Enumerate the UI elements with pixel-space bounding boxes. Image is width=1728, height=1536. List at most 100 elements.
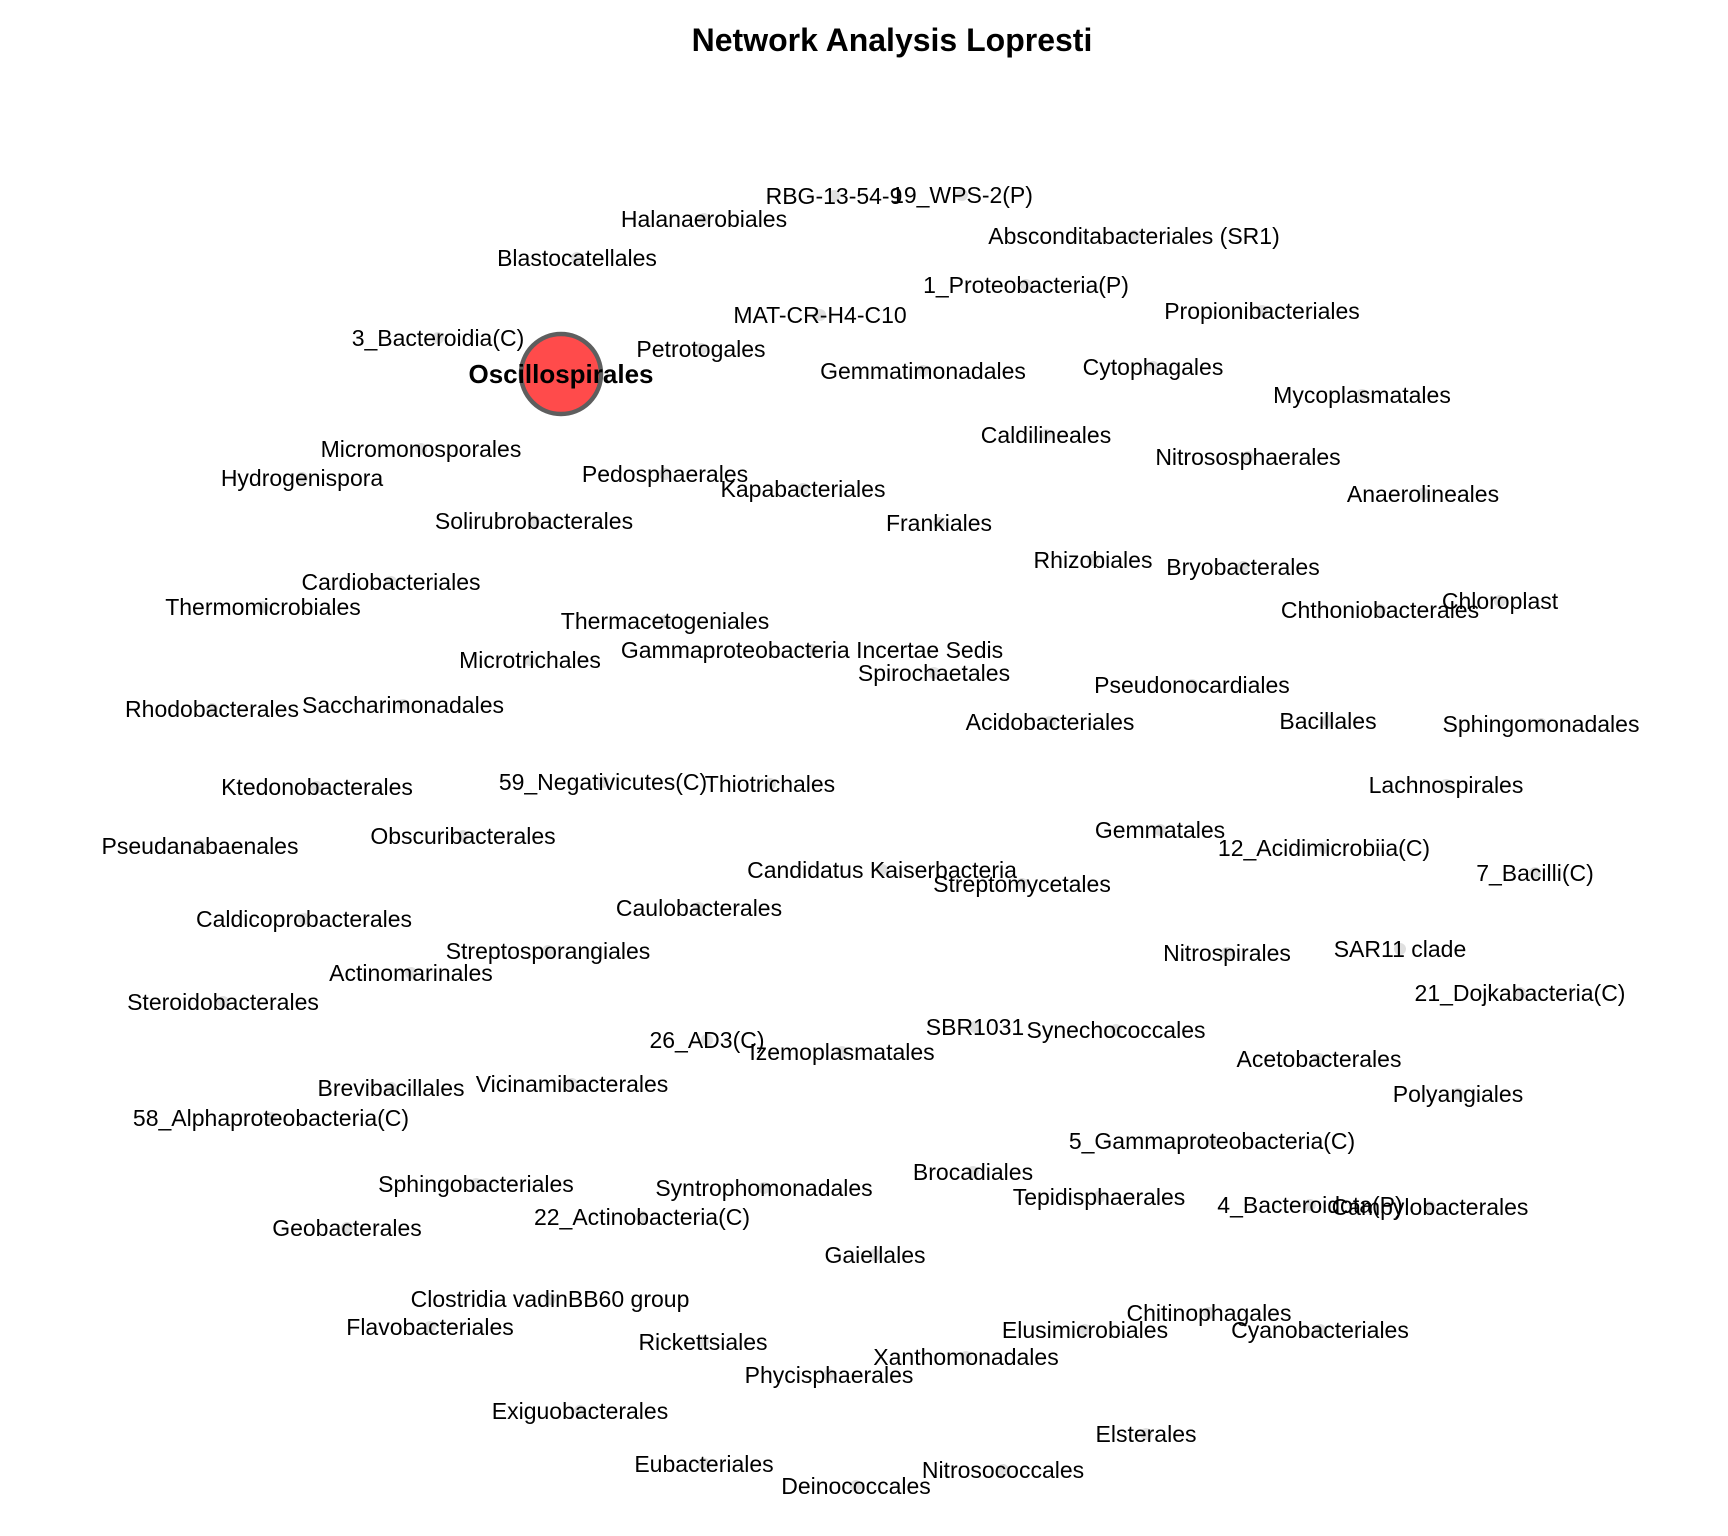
node-dot[interactable] xyxy=(1394,943,1406,955)
network-node[interactable]: Vicinamibacterales xyxy=(476,1071,669,1097)
node-dot[interactable] xyxy=(698,1458,710,1470)
node-dot[interactable] xyxy=(566,1078,578,1090)
network-node[interactable]: Elsterales xyxy=(1096,1421,1197,1447)
node-dot[interactable] xyxy=(432,332,444,344)
network-node[interactable]: Gammaproteobacteria Incertae Sedis xyxy=(621,637,1003,663)
node-dot[interactable] xyxy=(296,472,308,484)
node-dot[interactable] xyxy=(697,1336,709,1348)
node-dot[interactable] xyxy=(797,483,809,495)
network-node[interactable]: Lachnospirales xyxy=(1369,772,1524,798)
network-node[interactable]: Frankiales xyxy=(886,510,992,536)
node-dot[interactable] xyxy=(385,576,397,588)
network-node[interactable]: Anaerolineales xyxy=(1347,481,1499,507)
network-node[interactable]: Bryobacterales xyxy=(1166,554,1319,580)
network-node[interactable]: 26_AD3(C) xyxy=(649,1027,764,1053)
node-dot[interactable] xyxy=(397,699,409,711)
network-node[interactable]: Cyanobacteriales xyxy=(1231,1317,1409,1343)
node-dot[interactable] xyxy=(1079,1324,1091,1336)
network-node[interactable]: 4_Bacteroidota(P) xyxy=(1217,1192,1402,1218)
node-dot[interactable] xyxy=(928,667,940,679)
node-dot[interactable] xyxy=(917,365,929,377)
node-dot[interactable] xyxy=(298,913,310,925)
network-node[interactable]: Clostridia vadinBB60 group xyxy=(411,1286,690,1312)
node-dot[interactable] xyxy=(1314,1324,1326,1336)
network-node[interactable]: Ktedonobacterales xyxy=(221,774,413,800)
node-dot[interactable] xyxy=(1374,604,1386,616)
node-dot[interactable] xyxy=(1313,1053,1325,1065)
network-node[interactable]: RBG-13-54-9 xyxy=(766,183,903,209)
node-dot[interactable] xyxy=(1440,779,1452,791)
node-dot[interactable] xyxy=(415,443,427,455)
node-dot[interactable] xyxy=(597,776,609,788)
network-node[interactable]: 1_Proteobacteria(P) xyxy=(923,272,1129,298)
node-dot[interactable] xyxy=(828,190,840,202)
network-node[interactable]: Caldicoprobacterales xyxy=(196,906,412,932)
network-node[interactable]: Sphingomonadales xyxy=(1443,711,1640,737)
network-node[interactable]: Elusimicrobiales xyxy=(1002,1317,1168,1343)
network-node[interactable]: 21_Dojkabacteria(C) xyxy=(1415,980,1626,1006)
network-node[interactable]: 59_Negativicutes(C) xyxy=(499,769,707,795)
node-dot[interactable] xyxy=(814,309,826,321)
node-dot[interactable] xyxy=(806,644,818,656)
network-node[interactable]: Geobacterales xyxy=(272,1215,422,1241)
node-dot[interactable] xyxy=(1424,1201,1436,1213)
network-node[interactable]: Thiotrichales xyxy=(705,771,835,797)
node-dot[interactable] xyxy=(265,1112,277,1124)
node-dot[interactable] xyxy=(1087,554,1099,566)
network-node[interactable]: Nitrospirales xyxy=(1163,940,1291,966)
node-dot[interactable] xyxy=(850,1480,862,1492)
node-dot[interactable] xyxy=(1147,361,1159,373)
network-node[interactable]: Campylobacterales xyxy=(1332,1194,1529,1220)
node-dot[interactable] xyxy=(1529,867,1541,879)
node-dot[interactable] xyxy=(470,1178,482,1190)
node-dot[interactable] xyxy=(574,1405,586,1417)
network-node[interactable]: Streptosporangiales xyxy=(446,938,651,964)
network-node[interactable]: Saccharimonadales xyxy=(302,692,504,718)
node-dot[interactable] xyxy=(571,252,583,264)
node-dot[interactable] xyxy=(1322,715,1334,727)
node-dot[interactable] xyxy=(1154,824,1166,836)
network-node[interactable]: Rhizobiales xyxy=(1034,547,1153,573)
node-dot[interactable] xyxy=(659,615,671,627)
node-dot[interactable] xyxy=(1206,1135,1218,1147)
node-dot[interactable] xyxy=(969,1021,981,1033)
network-node[interactable]: SAR11 clade xyxy=(1334,936,1467,962)
network-node[interactable]: Kapabacteriales xyxy=(721,476,886,502)
network-node[interactable]: Rickettsiales xyxy=(638,1329,767,1355)
node-dot[interactable] xyxy=(1237,561,1249,573)
node-dot[interactable] xyxy=(341,1222,353,1234)
network-node[interactable]: Thermomicrobiales xyxy=(165,594,361,620)
hub-circle[interactable] xyxy=(518,331,604,417)
node-dot[interactable] xyxy=(869,1249,881,1261)
network-node[interactable]: Bacillales xyxy=(1279,708,1376,734)
node-dot[interactable] xyxy=(1256,305,1268,317)
network-node[interactable]: Blastocatellales xyxy=(497,245,657,271)
network-node[interactable]: Streptomycetales xyxy=(933,871,1111,897)
node-dot[interactable] xyxy=(698,213,710,225)
node-dot[interactable] xyxy=(701,1034,713,1046)
node-dot[interactable] xyxy=(528,515,540,527)
node-dot[interactable] xyxy=(1304,1199,1316,1211)
node-dot[interactable] xyxy=(1140,1428,1152,1440)
network-node[interactable]: SBR1031 xyxy=(926,1014,1024,1040)
network-node[interactable]: 7_Bacilli(C) xyxy=(1476,860,1594,886)
node-dot[interactable] xyxy=(544,1293,556,1305)
node-dot[interactable] xyxy=(1040,429,1052,441)
network-node[interactable]: 58_Alphaproteobacteria(C) xyxy=(133,1105,409,1131)
node-dot[interactable] xyxy=(1203,1307,1215,1319)
network-node[interactable]: Pseudonocardiales xyxy=(1094,672,1290,698)
network-node[interactable]: 19_WPS-2(P) xyxy=(891,182,1033,208)
network-node[interactable]: Chloroplast xyxy=(1442,588,1559,614)
node-dot[interactable] xyxy=(1020,279,1032,291)
network-node[interactable]: Caulobacterales xyxy=(616,895,782,921)
node-dot[interactable] xyxy=(1494,595,1506,607)
node-dot[interactable] xyxy=(876,864,888,876)
node-dot[interactable] xyxy=(1514,987,1526,999)
network-node[interactable]: Syntrophomonadales xyxy=(655,1175,872,1201)
network-node[interactable]: Actinomarinales xyxy=(329,960,493,986)
node-dot[interactable] xyxy=(1318,842,1330,854)
network-node[interactable]: Izemoplasmatales xyxy=(749,1039,934,1065)
node-dot[interactable] xyxy=(524,654,536,666)
network-node[interactable]: Nitrosococcales xyxy=(922,1457,1084,1483)
network-node[interactable]: Absconditabacteriales (SR1) xyxy=(988,223,1279,249)
